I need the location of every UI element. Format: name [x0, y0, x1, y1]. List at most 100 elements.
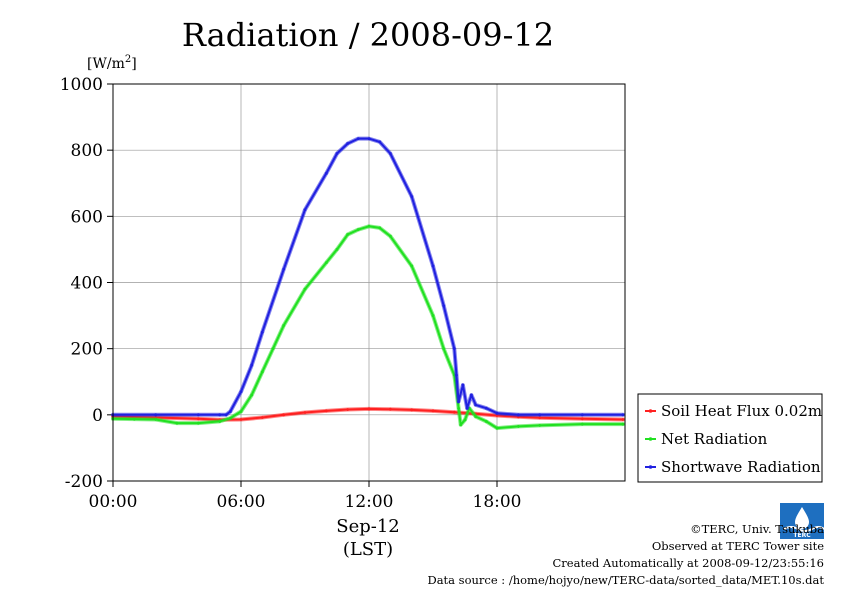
y-axis-unit-main: [W/m: [87, 56, 125, 72]
footer-copyright: ©TERC, Univ. Tsukuba: [690, 522, 824, 536]
y-tick-label: 0: [92, 406, 103, 426]
series-point-1: [196, 421, 200, 425]
series-point-2: [356, 137, 360, 140]
legend-box: [637, 393, 823, 483]
series-point-2: [250, 363, 254, 367]
series-point-1: [356, 228, 360, 231]
footer-source: Data source : /home/hojyo/new/TERC-data/…: [427, 573, 824, 587]
series-point-1: [282, 324, 286, 327]
series-point-1: [463, 418, 467, 422]
series-point-2: [457, 400, 460, 403]
legend-label: Soil Heat Flux 0.02m: [661, 402, 822, 420]
series-point-0: [239, 418, 243, 421]
series-point-2: [470, 393, 473, 397]
legend-marker: [648, 409, 653, 413]
series-point-2: [388, 152, 392, 155]
series-point-1: [367, 224, 371, 228]
series-point-0: [260, 416, 264, 419]
series-point-1: [459, 423, 463, 427]
x-axis: 00:00 06:00 12:00 18:00: [89, 481, 522, 512]
series-point-1: [484, 420, 488, 423]
series-point-1: [260, 370, 264, 374]
x-tick-label: 18:00: [473, 492, 522, 512]
series-point-0: [303, 411, 307, 414]
legend-marker: [648, 465, 653, 469]
series-point-1: [388, 234, 392, 238]
series-point-2: [154, 413, 158, 417]
chart-title: Radiation / 2008-09-12: [182, 16, 554, 54]
y-tick-label: -200: [65, 472, 103, 492]
series-point-2: [465, 406, 469, 410]
series-point-2: [324, 171, 328, 175]
series-point-2: [410, 195, 414, 198]
series-point-1: [516, 425, 520, 428]
y-tick-label: 400: [71, 274, 103, 294]
series-band-2: [111, 136, 625, 417]
series-point-1: [346, 233, 350, 236]
series-point-2: [228, 410, 232, 413]
series-point-2: [218, 413, 222, 417]
series-point-1: [324, 261, 328, 265]
series-point-1: [378, 226, 382, 230]
y-tick-label: 800: [71, 141, 103, 161]
series-point-1: [239, 410, 243, 413]
series-point-0: [452, 410, 456, 414]
series-point-1: [621, 422, 625, 426]
series-point-0: [282, 413, 286, 417]
x-axis-date-label: Sep-12: [336, 516, 400, 537]
series-point-2: [516, 413, 520, 417]
y-axis-unit-end: ]: [131, 56, 136, 72]
legend: Soil Heat Flux 0.02m Net Radiation Shortwa…: [637, 393, 823, 483]
plot-frame: [112, 83, 626, 482]
series-point-2: [260, 330, 264, 334]
series-point-2: [461, 383, 465, 387]
y-axis-unit-sup: 2: [125, 54, 131, 65]
y-axis: -200 0 200 400 600 800 1000: [60, 75, 113, 492]
series-point-2: [335, 152, 339, 155]
x-tick-label: 00:00: [89, 492, 138, 512]
series-point-2: [196, 413, 200, 417]
series-point-0: [431, 409, 435, 413]
series-point-1: [538, 424, 542, 427]
series-point-1: [457, 406, 460, 410]
x-tick-label: 06:00: [217, 492, 266, 512]
series-point-2: [455, 373, 458, 377]
series-point-0: [580, 417, 584, 421]
series-point-0: [388, 407, 392, 411]
series-point-2: [282, 267, 286, 271]
series-point-1: [580, 422, 584, 426]
series-point-1: [474, 415, 478, 418]
series-point-2: [442, 304, 446, 308]
series-point-1: [175, 421, 179, 425]
series-point-2: [580, 413, 584, 417]
series-point-0: [324, 409, 328, 413]
series-point-2: [367, 137, 371, 140]
series-point-0: [410, 408, 414, 412]
series-point-0: [367, 407, 371, 411]
series-point-2: [346, 142, 350, 145]
series-point-1: [335, 248, 339, 251]
series-point-2: [495, 411, 499, 415]
series-point-0: [196, 417, 200, 421]
series-point-1: [410, 264, 414, 268]
footer-created: Created Automatically at 2008-09-12/23:5…: [552, 556, 825, 570]
y-tick-label: 600: [71, 207, 103, 227]
series-lines: [111, 136, 625, 431]
series-point-2: [474, 403, 478, 407]
x-tick-label: 12:00: [345, 492, 394, 512]
legend-label: Net Radiation: [661, 430, 768, 448]
series-point-1: [132, 417, 136, 421]
series-point-2: [621, 413, 625, 417]
series-point-1: [154, 418, 158, 421]
series-line-1: [112, 225, 623, 430]
series-point-2: [303, 208, 307, 212]
legend-marker: [648, 437, 653, 441]
series-line-2: [113, 137, 623, 416]
legend-label: Shortwave Radiation: [661, 458, 821, 476]
y-tick-label: 1000: [60, 75, 103, 95]
series-point-2: [239, 390, 243, 394]
footer-site: Observed at TERC Tower site: [651, 539, 824, 553]
terc-logo-icon: TERC: [780, 503, 824, 539]
series-band-1: [111, 224, 625, 431]
series-point-2: [538, 413, 542, 417]
